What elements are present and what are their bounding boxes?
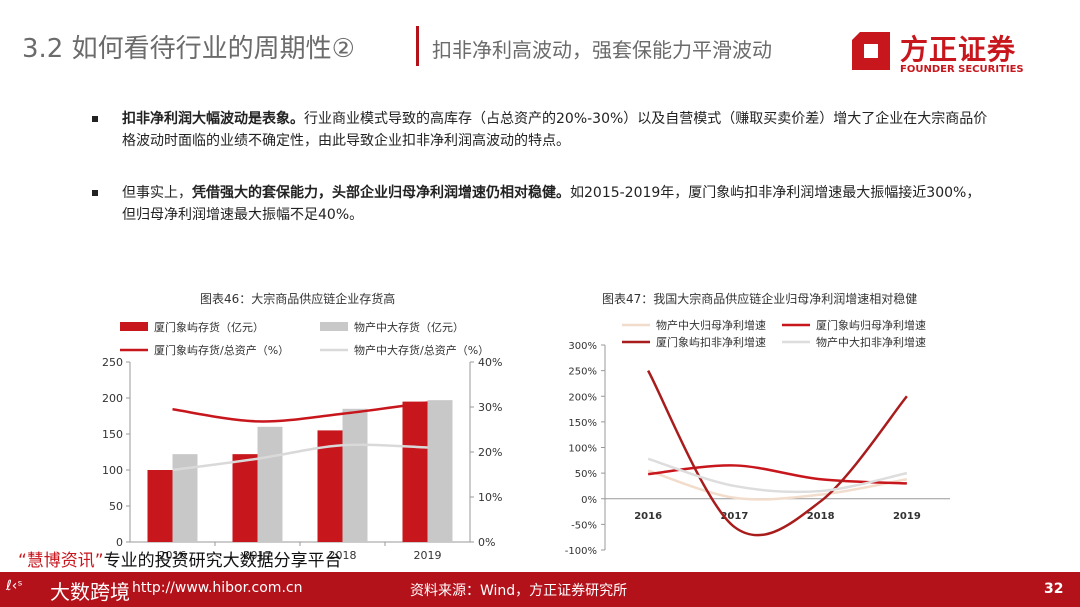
bullet-pre: 但事实上， bbox=[122, 185, 192, 201]
x-tick-label: 2016 bbox=[634, 511, 662, 522]
y-tick-label: 50% bbox=[575, 469, 597, 480]
watermark-tagline-text: 专业的投资研究大数据分享平台 bbox=[103, 551, 342, 571]
series-line bbox=[647, 370, 908, 537]
y-tick-label: 250% bbox=[568, 367, 597, 378]
bar bbox=[257, 426, 283, 542]
legend-label: 厦门象屿扣非净利增速 bbox=[656, 335, 766, 349]
bullet-text: 行业商业模式导致的高库存（占总资产的20%-30%）以及自营模式（赚取买卖价差）… bbox=[122, 111, 988, 149]
y-tick-label: -50% bbox=[571, 520, 597, 531]
bullet-icon bbox=[92, 190, 98, 196]
watermark-logo: ℓ‹ˢ bbox=[6, 578, 23, 594]
y-right-tick-label: 20% bbox=[478, 446, 502, 459]
title-separator bbox=[416, 26, 419, 66]
y-tick-label: 100% bbox=[568, 444, 597, 455]
y-tick-label: 250 bbox=[102, 356, 123, 369]
chart-inventory: 图表46：大宗商品供应链企业存货高 厦门象屿存货（亿元） 物产中大存货（亿元） 厦门… bbox=[90, 282, 530, 572]
founder-logo: 方正证券 FOUNDER SECURITIES bbox=[850, 26, 1040, 80]
series-line bbox=[172, 443, 428, 472]
y-tick-label: -100% bbox=[565, 546, 597, 557]
y-tick-label: 100 bbox=[102, 464, 123, 477]
legend-label: 物产中大存货（亿元） bbox=[354, 320, 464, 334]
x-tick-label: 2019 bbox=[893, 511, 921, 522]
y-tick-label: 0% bbox=[581, 495, 597, 506]
x-tick-label: 2018 bbox=[807, 511, 835, 522]
slide-footer: 资料来源：Wind，方正证券研究所 32 bbox=[0, 572, 1080, 607]
data-source: 资料来源：Wind，方正证券研究所 bbox=[410, 583, 628, 599]
legend-label: 物产中大存货/总资产（%） bbox=[354, 343, 489, 357]
bullet-icon bbox=[92, 116, 98, 122]
slide-header: 3.2 如何看待行业的周期性② 扣非净利高波动，强套保能力平滑波动 方正证券 F… bbox=[0, 0, 1080, 90]
y-right-tick-label: 30% bbox=[478, 401, 502, 414]
logo-text-cn: 方正证券 bbox=[900, 33, 1017, 66]
watermark-brand: 大数跨境 bbox=[50, 580, 130, 604]
bullet-item: 但事实上，凭借强大的套保能力，头部企业归母净利润增速仍相对稳健。如2015-20… bbox=[92, 182, 992, 226]
y-tick-label: 300% bbox=[568, 341, 597, 352]
chart-inventory-plot: 厦门象屿存货（亿元） 物产中大存货（亿元） 厦门象屿存货/总资产（%） 物产中大存货/… bbox=[102, 320, 502, 562]
series-line bbox=[647, 457, 908, 494]
watermark-url[interactable]: http://www.hibor.com.cn bbox=[132, 580, 303, 596]
legend-label: 物产中大归母净利增速 bbox=[656, 318, 766, 332]
y-tick-label: 50 bbox=[109, 500, 123, 513]
bar bbox=[232, 454, 258, 542]
y-tick-label: 200 bbox=[102, 392, 123, 405]
logo-text-en: FOUNDER SECURITIES bbox=[900, 64, 1024, 75]
legend-label: 厦门象屿归母净利增速 bbox=[816, 318, 926, 332]
x-tick-label: 2016 bbox=[159, 549, 187, 562]
y-tick-label: 0 bbox=[116, 536, 123, 549]
bullet-bold: 凭借强大的套保能力，头部企业归母净利润增速仍相对稳健。 bbox=[192, 185, 570, 201]
bar bbox=[402, 401, 428, 542]
bar bbox=[317, 430, 343, 542]
legend-label: 物产中大扣非净利增速 bbox=[816, 335, 926, 349]
legend-label: 厦门象屿存货（亿元） bbox=[154, 320, 264, 334]
watermark-tagline: “慧博资讯”专业的投资研究大数据分享平台 bbox=[18, 546, 342, 571]
y-right-tick-label: 10% bbox=[478, 491, 502, 504]
page-number: 32 bbox=[1044, 581, 1064, 597]
bar bbox=[342, 408, 368, 542]
chart-title: 图表47：我国大宗商品供应链企业归母净利润增速相对稳健 bbox=[602, 292, 918, 306]
x-tick-label: 2017 bbox=[244, 549, 272, 562]
y-right-tick-label: 40% bbox=[478, 356, 502, 369]
legend-label: 厦门象屿存货/总资产（%） bbox=[154, 343, 289, 357]
founder-logo-icon bbox=[852, 32, 890, 70]
chart-profit-growth: 图表47：我国大宗商品供应链企业归母净利润增速相对稳健 物产中大归母净利增速 厦门… bbox=[560, 282, 990, 572]
page-title: 3.2 如何看待行业的周期性② bbox=[22, 34, 355, 64]
bullet-item: 扣非净利润大幅波动是表象。行业商业模式导致的高库存（占总资产的20%-30%）以… bbox=[92, 108, 992, 152]
series-line bbox=[172, 401, 428, 423]
legend-swatch bbox=[120, 322, 148, 331]
series-line bbox=[647, 469, 908, 501]
bar bbox=[147, 470, 173, 542]
series-line bbox=[647, 464, 907, 485]
bullet-list: 扣非净利润大幅波动是表象。行业商业模式导致的高库存（占总资产的20%-30%）以… bbox=[92, 108, 992, 256]
watermark-quote: “慧博资讯” bbox=[18, 551, 104, 571]
bar bbox=[427, 400, 453, 542]
y-right-tick-label: 0% bbox=[478, 536, 495, 549]
bullet-bold: 扣非净利润大幅波动是表象。 bbox=[122, 111, 304, 127]
bullet-text: 如2015-2019年，厦门象屿扣非净利润增速最大振幅接近300%，但归母净利润… bbox=[122, 185, 981, 223]
x-tick-label: 2018 bbox=[329, 549, 357, 562]
y-tick-label: 150% bbox=[568, 418, 597, 429]
legend-swatch bbox=[320, 322, 348, 331]
x-tick-label: 2017 bbox=[720, 511, 748, 522]
chart-title: 图表46：大宗商品供应链企业存货高 bbox=[200, 292, 396, 306]
y-tick-label: 150 bbox=[102, 428, 123, 441]
x-tick-label: 2019 bbox=[414, 549, 442, 562]
y-tick-label: 200% bbox=[568, 392, 597, 403]
page-subtitle: 扣非净利高波动，强套保能力平滑波动 bbox=[432, 38, 772, 62]
